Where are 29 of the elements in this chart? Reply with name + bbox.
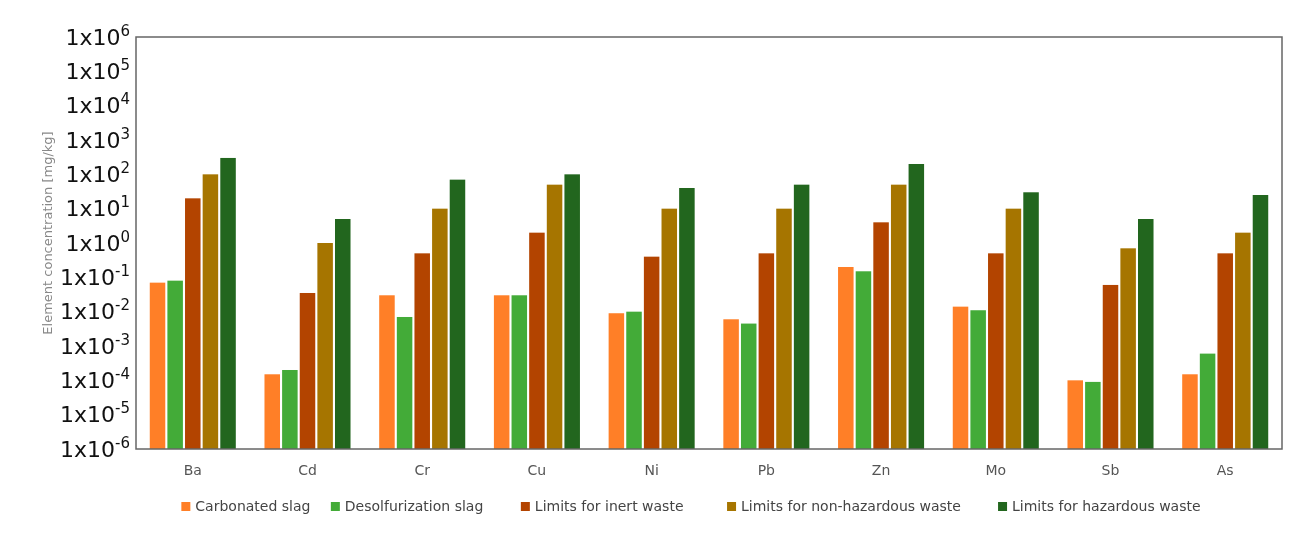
x-tick-label: Mo	[985, 462, 1007, 478]
x-tick-label: Pb	[757, 462, 776, 478]
y-tick-label: 1x10$^{3}$	[65, 124, 130, 153]
y-tick-label: 1x10$^{-1}$	[60, 262, 130, 291]
x-tick-label: Ni	[644, 462, 659, 478]
y-tick-label: 1x10$^{0}$	[65, 227, 130, 256]
legend-label: Carbonated slag	[195, 498, 311, 514]
x-tick-label: Cu	[527, 462, 547, 478]
y-tick-label: 1x10$^{4}$	[65, 90, 130, 119]
y-axis-title: Element concentration [mg/kg]	[40, 131, 55, 335]
legend-label: Limits for inert waste	[534, 498, 684, 514]
y-tick-label: 1x10$^{-6}$	[60, 433, 130, 462]
y-tick-label: 1x10$^{2}$	[65, 159, 130, 188]
x-tick-label: Cd	[298, 462, 317, 478]
x-tick-label: Cr	[414, 462, 431, 478]
x-tick-label: As	[1216, 462, 1234, 478]
legend-label: Desolfurization slag	[344, 498, 484, 514]
y-tick-label: 1x10$^{-5}$	[60, 399, 130, 428]
x-tick-label: Ba	[183, 462, 202, 478]
legend-label: Limits for hazardous waste	[1012, 498, 1201, 514]
legend-label: Limits for non-hazardous waste	[741, 498, 961, 514]
y-tick-label: 1x10$^{-3}$	[60, 330, 130, 359]
y-tick-label: 1x10$^{6}$	[65, 21, 130, 50]
y-tick-label: 1x10$^{-2}$	[60, 296, 130, 325]
y-tick-label: 1x10$^{-4}$	[60, 365, 130, 394]
y-tick-label: 1x10$^{1}$	[65, 193, 130, 222]
y-tick-label: 1x10$^{5}$	[65, 56, 130, 85]
x-tick-label: Sb	[1101, 462, 1120, 478]
x-tick-label: Zn	[871, 462, 891, 478]
